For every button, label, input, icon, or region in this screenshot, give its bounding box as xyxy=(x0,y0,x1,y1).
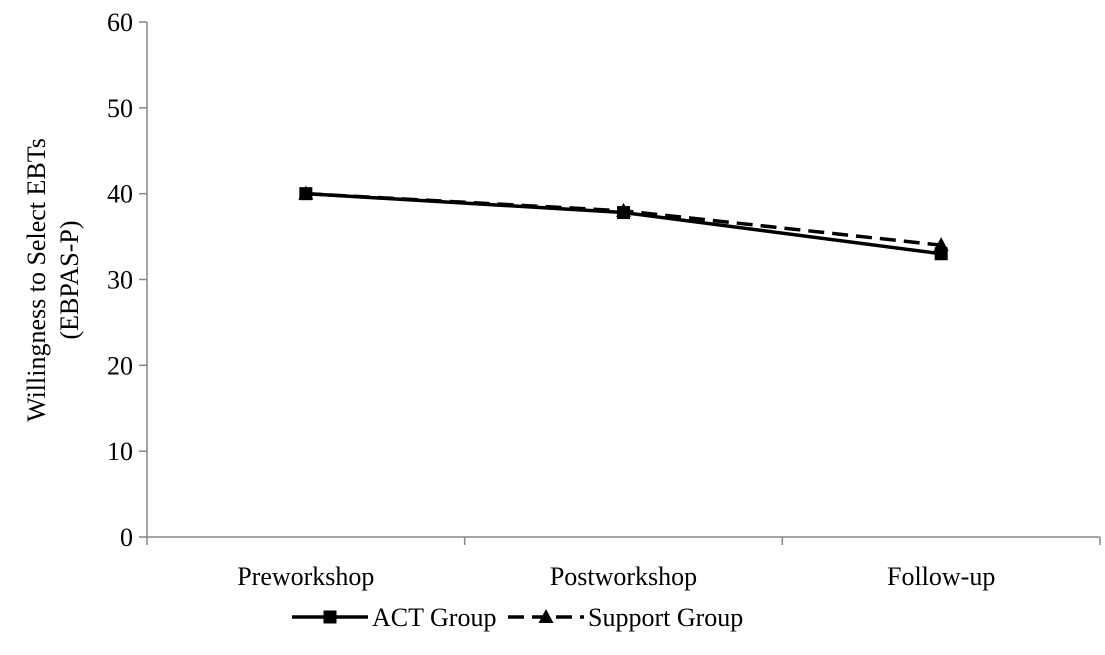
axes xyxy=(146,22,1100,538)
y-tick-label: 0 xyxy=(120,523,133,552)
legend-item-support-group: Support Group xyxy=(508,603,743,632)
legend-marker-support-group xyxy=(538,609,554,623)
y-tick-label: 30 xyxy=(107,266,133,295)
legend-marker-act-group xyxy=(323,610,337,624)
x-axis-ticks: Preworkshop Postworkshop Follow-up xyxy=(146,537,1101,591)
x-category-label: Follow-up xyxy=(887,562,995,591)
x-category-label: Preworkshop xyxy=(237,562,374,591)
y-tick-label: 50 xyxy=(107,94,133,123)
series-layer xyxy=(298,185,949,261)
series-line-act-group xyxy=(305,191,942,256)
y-tick-label: 40 xyxy=(107,180,133,209)
y-axis-title: Willingness to Select EBTs (EBPAS-P) xyxy=(22,138,84,422)
data-point-act-group xyxy=(617,206,630,220)
x-category-label: Postworkshop xyxy=(550,562,697,591)
legend-label-support-group: Support Group xyxy=(588,603,743,632)
y-tick-label: 10 xyxy=(107,437,133,466)
data-point-act-group xyxy=(934,247,948,261)
legend: ACT Group Support Group xyxy=(292,603,743,632)
y-tick-label: 20 xyxy=(107,351,133,380)
legend-item-act-group: ACT Group xyxy=(292,603,496,632)
y-axis-title-line-1: Willingness to Select EBTs xyxy=(22,138,51,422)
y-axis-ticks: 0 10 20 30 40 50 60 xyxy=(107,8,147,552)
data-point-act-group xyxy=(299,187,313,201)
series-line-support-group xyxy=(305,191,942,247)
y-axis-title-line-2: (EBPAS-P) xyxy=(55,221,84,340)
legend-label-act-group: ACT Group xyxy=(372,603,496,632)
y-tick-label: 60 xyxy=(107,8,133,37)
series-act-group xyxy=(299,187,948,261)
